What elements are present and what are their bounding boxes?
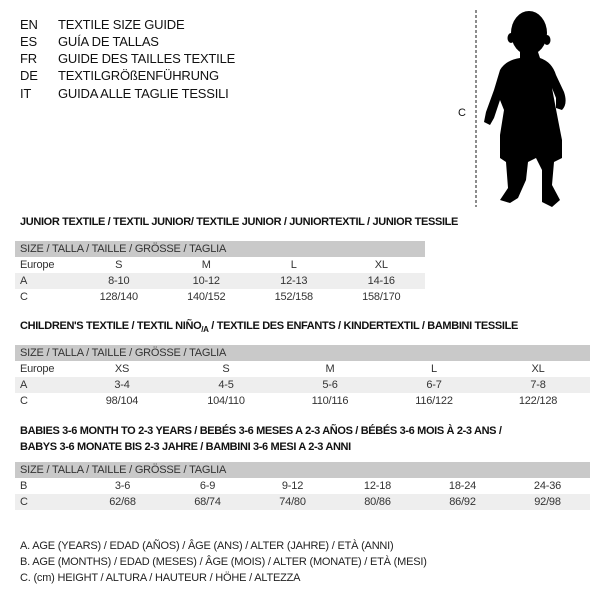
- row-label: C: [20, 291, 28, 303]
- table-row: C 62/68 68/74 74/80 80/86 86/92 92/98: [15, 494, 590, 510]
- height-measure-label: C: [458, 107, 466, 119]
- babies-section-title-line1: BABIES 3-6 MONTH TO 2-3 YEARS / BEBÉS 3-…: [20, 425, 502, 437]
- cell: 152/158: [274, 291, 314, 303]
- table-header: SIZE / TALLA / TAILLE / GRÖSSE / TAGLIA: [15, 345, 590, 361]
- cell: 24-36: [533, 480, 562, 492]
- cell: M: [201, 259, 211, 271]
- cell: L: [431, 363, 437, 375]
- cell: 62/68: [109, 496, 136, 508]
- cell: 7-8: [530, 379, 546, 391]
- cell: 110/116: [311, 395, 349, 407]
- lang-code: IT: [20, 86, 32, 101]
- cell: M: [325, 363, 335, 375]
- cell: S: [222, 363, 230, 375]
- lang-title: TEXTILGRÖßENFÜHRUNG: [58, 68, 219, 83]
- lang-code: ES: [20, 34, 37, 49]
- lang-title: GUIDE DES TAILLES TEXTILE: [58, 51, 236, 66]
- lang-title: GUÍA DE TALLAS: [58, 34, 159, 49]
- child-silhouette-icon: [475, 10, 566, 207]
- cell: 74/80: [279, 496, 306, 508]
- babies-size-table: SIZE / TALLA / TAILLE / GRÖSSE / TAGLIA …: [15, 462, 590, 510]
- cell: 10-12: [192, 275, 220, 287]
- title-es: ES GUÍA DE TALLAS: [20, 33, 159, 50]
- row-label: Europe: [20, 363, 55, 375]
- cell: L: [290, 259, 297, 271]
- cell: 104/110: [207, 395, 245, 407]
- table-row: Europe S M L XL: [15, 257, 425, 273]
- cell: 140/152: [187, 291, 226, 303]
- children-size-table: SIZE / TALLA / TAILLE / GRÖSSE / TAGLIA …: [15, 345, 590, 409]
- cell: 116/122: [415, 395, 453, 407]
- cell: 8-10: [108, 275, 130, 287]
- junior-section-title: JUNIOR TEXTILE / TEXTIL JUNIOR/ TEXTILE …: [20, 216, 459, 228]
- table-row: Europe XS S M L XL: [15, 361, 590, 377]
- babies-section-title-line2: BABYS 3-6 MONATE BIS 2-3 JAHRE / BAMBINI…: [20, 441, 351, 453]
- cell: 9-12: [281, 480, 304, 492]
- cell: 3-6: [114, 480, 131, 492]
- row-label: A: [20, 379, 28, 391]
- lang-code: DE: [20, 68, 38, 83]
- title-it: IT GUIDA ALLE TAGLIE TESSILI: [20, 85, 229, 102]
- table-row: C 128/140 140/152 152/158 158/170: [15, 289, 425, 305]
- lang-title: TEXTILE SIZE GUIDE: [58, 17, 185, 32]
- children-section-title: CHILDREN'S TEXTILE / TEXTIL NIÑO/A / TEX…: [20, 320, 518, 334]
- row-label: B: [20, 480, 28, 492]
- row-label: C: [20, 395, 28, 407]
- table-row: A 8-10 10-12 12-13 14-16: [15, 273, 425, 289]
- cell: XL: [531, 363, 545, 375]
- junior-size-table: SIZE / TALLA / TAILLE / GRÖSSE / TAGLIA …: [15, 241, 425, 305]
- lang-title: GUIDA ALLE TAGLIE TESSILI: [58, 86, 229, 101]
- cell: 6-9: [199, 480, 216, 492]
- cell: 92/98: [534, 496, 561, 508]
- title-fr: FR GUIDE DES TAILLES TEXTILE: [20, 50, 235, 67]
- cell: 3-4: [114, 379, 130, 391]
- cell: 122/128: [518, 395, 558, 407]
- lang-code: EN: [20, 17, 38, 32]
- title-text: / TEXTILE DES ENFANTS / KINDERTEXTIL / B…: [208, 320, 518, 332]
- table-header: SIZE / TALLA / TAILLE / GRÖSSE / TAGLIA: [15, 241, 425, 257]
- title-de: DE TEXTILGRÖßENFÜHRUNG: [20, 67, 219, 84]
- table-row: C 98/104 104/110 110/116 116/122 122/128: [15, 393, 590, 409]
- cell: 86/92: [449, 496, 476, 508]
- legend-age-months: B. AGE (MONTHS) / EDAD (MESES) / ÂGE (MO…: [20, 556, 427, 568]
- legend-height: C. (cm) HEIGHT / ALTURA / HAUTEUR / HÖHE…: [20, 572, 301, 584]
- cell: XL: [374, 259, 388, 271]
- cell: 12-18: [363, 480, 392, 492]
- cell: XS: [114, 363, 130, 375]
- cell: 4-5: [218, 379, 234, 391]
- cell: 18-24: [448, 480, 477, 492]
- cell: 14-16: [367, 275, 395, 287]
- cell: 158/170: [362, 291, 401, 303]
- cell: 98/104: [105, 395, 139, 407]
- table-row: A 3-4 4-5 5-6 6-7 7-8: [15, 377, 590, 393]
- row-label: C: [20, 496, 28, 508]
- table-header: SIZE / TALLA / TAILLE / GRÖSSE / TAGLIA: [15, 462, 590, 478]
- cell: S: [115, 259, 123, 271]
- legend-age-years: A. AGE (YEARS) / EDAD (AÑOS) / ÂGE (ANS)…: [20, 540, 394, 552]
- cell: 12-13: [280, 275, 308, 287]
- title-en: EN TEXTILE SIZE GUIDE: [20, 16, 185, 33]
- lang-code: FR: [20, 51, 37, 66]
- row-label: Europe: [20, 259, 55, 271]
- table-row: B 3-6 6-9 9-12 12-18 18-24 24-36: [15, 478, 590, 494]
- cell: 5-6: [322, 379, 338, 391]
- title-subscript: /A: [201, 325, 209, 335]
- cell: 80/86: [364, 496, 391, 508]
- cell: 128/140: [99, 291, 139, 303]
- cell: 6-7: [426, 379, 442, 391]
- row-label: A: [20, 275, 28, 287]
- title-text: CHILDREN'S TEXTILE / TEXTIL NIÑO: [20, 320, 202, 332]
- cell: 68/74: [194, 496, 221, 508]
